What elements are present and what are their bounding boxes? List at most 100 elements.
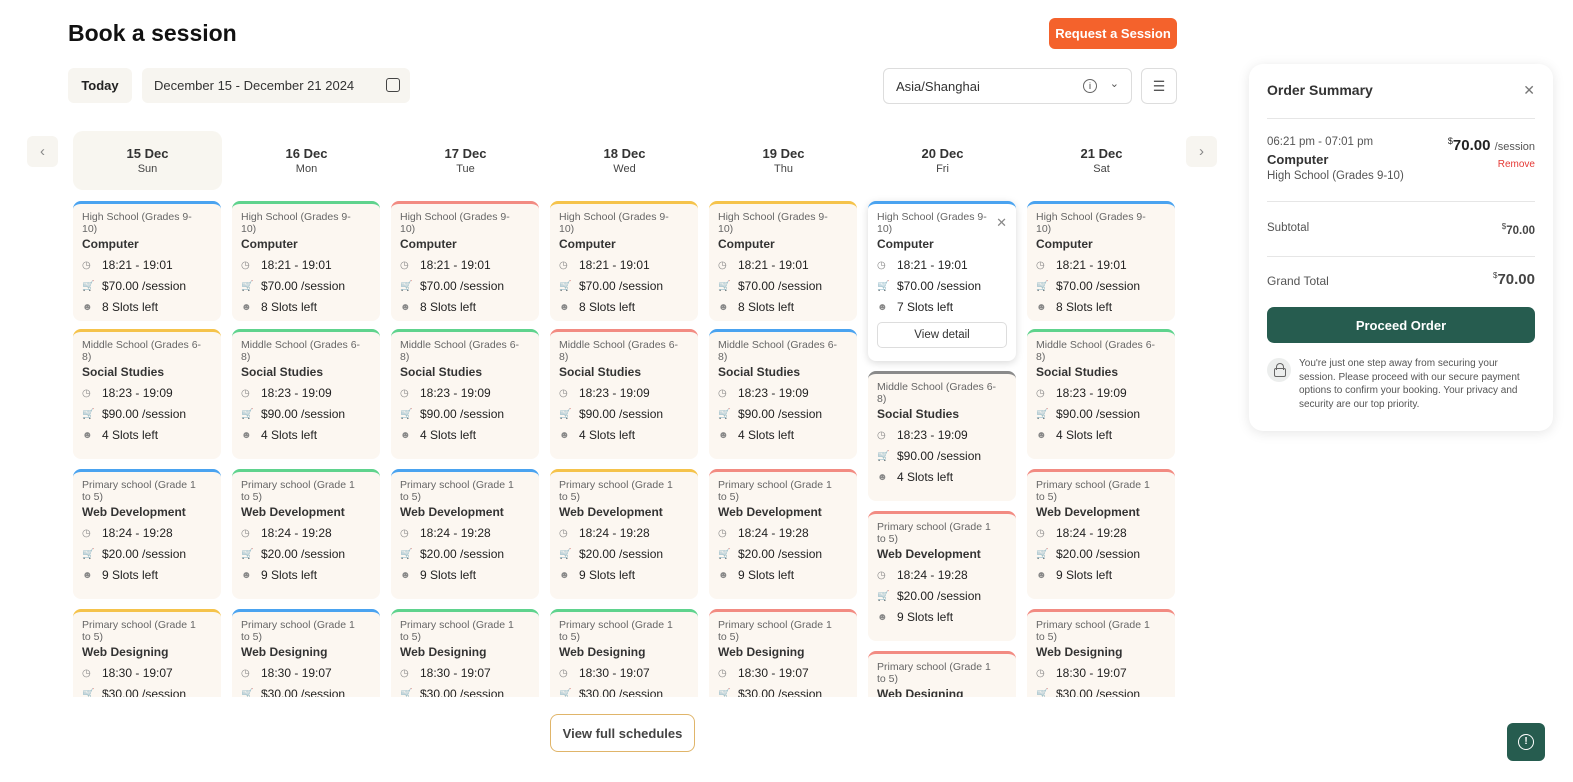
day-header[interactable]: 17 Dec Tue [391, 131, 540, 190]
close-icon[interactable]: ✕ [996, 215, 1007, 230]
info-icon[interactable]: i [1083, 79, 1097, 93]
session-card[interactable]: Middle School (Grades 6-8) Social Studie… [1027, 329, 1175, 459]
session-subject: Web Development [241, 505, 345, 519]
request-session-button[interactable]: Request a Session [1049, 18, 1177, 49]
session-price: $30.00 /session [1056, 687, 1141, 697]
timezone-select[interactable]: Asia/Shanghai i ⌄ [883, 68, 1132, 104]
session-card[interactable]: Middle School (Grades 6-8) Social Studie… [391, 329, 539, 459]
session-subject: Web Designing [877, 687, 964, 697]
session-card[interactable]: Primary school (Grade 1 to 5) Web Design… [868, 651, 1016, 697]
subtotal-value: $70.00 [1502, 222, 1535, 237]
day-header[interactable]: 20 Dec Fri [868, 131, 1017, 190]
day-header[interactable]: 15 Dec Sun [73, 131, 222, 190]
session-card[interactable]: Primary school (Grade 1 to 5) Web Design… [391, 609, 539, 697]
session-card[interactable]: Primary school (Grade 1 to 5) Web Design… [550, 609, 698, 697]
session-card[interactable]: Primary school (Grade 1 to 5) Web Develo… [391, 469, 539, 599]
help-button[interactable]: ! [1507, 723, 1545, 761]
session-price: $20.00 /session [102, 547, 187, 561]
chevron-right-icon: › [1199, 143, 1204, 160]
session-card[interactable]: Primary school (Grade 1 to 5) Web Develo… [709, 469, 857, 599]
users-icon: ☻ [241, 569, 252, 581]
chevron-left-icon: ‹ [40, 143, 45, 160]
security-note: You're just one step away from securing … [1299, 358, 1520, 410]
session-card[interactable]: Primary school (Grade 1 to 5) Web Develo… [232, 469, 380, 599]
session-card[interactable]: Primary school (Grade 1 to 5) Web Design… [73, 609, 221, 697]
session-card[interactable]: Primary school (Grade 1 to 5) Web Design… [709, 609, 857, 697]
session-card[interactable]: Primary school (Grade 1 to 5) Web Develo… [1027, 469, 1175, 599]
session-card[interactable]: Primary school (Grade 1 to 5) Web Design… [232, 609, 380, 697]
session-time: 18:23 - 19:09 [102, 386, 173, 400]
cart-icon: 🛒 [400, 280, 413, 292]
order-item-time: 06:21 pm - 07:01 pm [1267, 136, 1374, 148]
day-header[interactable]: 18 Dec Wed [550, 131, 699, 190]
session-card[interactable]: High School (Grades 9-10) Computer ◷ 18:21… [232, 201, 380, 321]
day-header[interactable]: 21 Dec Sat [1027, 131, 1176, 190]
day-header[interactable]: 19 Dec Thu [709, 131, 858, 190]
prev-week-button[interactable]: ‹ [27, 136, 58, 167]
day-date: 18 Dec [603, 146, 646, 161]
session-card[interactable]: High School (Grades 9-10) Computer ◷ 18:21… [1027, 201, 1175, 321]
session-level: High School (Grades 9-10) [82, 211, 192, 235]
calendar-icon[interactable] [386, 78, 400, 92]
session-card[interactable]: High School (Grades 9-10) Computer ◷ 18:21… [391, 201, 539, 321]
users-icon: ☻ [559, 569, 570, 581]
day-date: 20 Dec [921, 146, 964, 161]
session-time: 18:21 - 19:01 [738, 258, 809, 272]
session-card[interactable]: Middle School (Grades 6-8) Social Studie… [232, 329, 380, 459]
subtotal-amount: 70.00 [1506, 224, 1535, 237]
session-level: Middle School (Grades 6-8) [82, 339, 202, 363]
users-icon: ☻ [241, 301, 252, 313]
currency: $ [1493, 271, 1498, 280]
session-card[interactable]: Primary school (Grade 1 to 5) Web Design… [1027, 609, 1175, 697]
view-detail-button[interactable]: View detail [877, 322, 1007, 348]
session-time: 18:30 - 19:07 [102, 666, 173, 680]
clock-icon: ◷ [400, 259, 409, 271]
clock-icon: ◷ [718, 259, 727, 271]
session-price: $90.00 /session [420, 407, 505, 421]
day-date: 16 Dec [285, 146, 328, 161]
session-card[interactable]: Middle School (Grades 6-8) Social Studie… [550, 329, 698, 459]
cart-icon: 🛒 [82, 688, 95, 698]
session-time: 18:24 - 19:28 [579, 526, 650, 540]
filter-button[interactable]: ☰ [1141, 68, 1177, 104]
session-time: 18:30 - 19:07 [579, 666, 650, 680]
session-level: Primary school (Grade 1 to 5) [241, 479, 355, 503]
session-time: 18:30 - 19:07 [261, 666, 332, 680]
session-subject: Social Studies [1036, 365, 1119, 379]
session-card[interactable]: High School (Grades 9-10) Computer ◷ 18:21… [868, 201, 1016, 361]
remove-link[interactable]: Remove [1497, 159, 1535, 170]
day-header[interactable]: 16 Dec Mon [232, 131, 381, 190]
cart-icon: 🛒 [82, 548, 95, 560]
session-level: High School (Grades 9-10) [559, 211, 669, 235]
session-subject: Web Development [559, 505, 663, 519]
session-card[interactable]: Primary school (Grade 1 to 5) Web Develo… [868, 511, 1016, 641]
session-price: $90.00 /session [897, 449, 982, 463]
schedule-grid[interactable]: High School (Grades 9-10) Computer ◷ 18:21… [0, 195, 1200, 697]
users-icon: ☻ [718, 301, 729, 313]
close-icon[interactable]: ✕ [1523, 82, 1535, 98]
session-card[interactable]: High School (Grades 9-10) Computer ◷ 18:21… [550, 201, 698, 321]
cart-icon: 🛒 [82, 280, 95, 292]
view-full-schedules-button[interactable]: View full schedules [550, 714, 695, 752]
session-card[interactable]: Primary school (Grade 1 to 5) Web Develo… [550, 469, 698, 599]
session-slots: 4 Slots left [261, 428, 318, 442]
next-week-button[interactable]: › [1186, 136, 1217, 167]
session-card[interactable]: High School (Grades 9-10) Computer ◷ 18:21… [73, 201, 221, 321]
order-item-subject: Computer [1267, 152, 1329, 167]
date-range-picker[interactable]: December 15 - December 21 2024 [142, 68, 410, 103]
session-slots: 4 Slots left [579, 428, 636, 442]
session-card[interactable]: Middle School (Grades 6-8) Social Studie… [868, 371, 1016, 501]
session-card[interactable]: Primary school (Grade 1 to 5) Web Develo… [73, 469, 221, 599]
proceed-order-button[interactable]: Proceed Order [1267, 307, 1535, 343]
session-slots: 8 Slots left [1056, 300, 1113, 314]
session-level: Middle School (Grades 6-8) [241, 339, 361, 363]
price-value: 70.00 [1452, 137, 1491, 154]
session-level: High School (Grades 9-10) [400, 211, 510, 235]
today-button[interactable]: Today [68, 68, 132, 103]
session-card[interactable]: Middle School (Grades 6-8) Social Studie… [73, 329, 221, 459]
session-card[interactable]: Middle School (Grades 6-8) Social Studie… [709, 329, 857, 459]
session-slots: 9 Slots left [420, 568, 477, 582]
session-level: Primary school (Grade 1 to 5) [82, 479, 196, 503]
session-card[interactable]: High School (Grades 9-10) Computer ◷ 18:21… [709, 201, 857, 321]
day-weekday: Mon [295, 163, 318, 175]
